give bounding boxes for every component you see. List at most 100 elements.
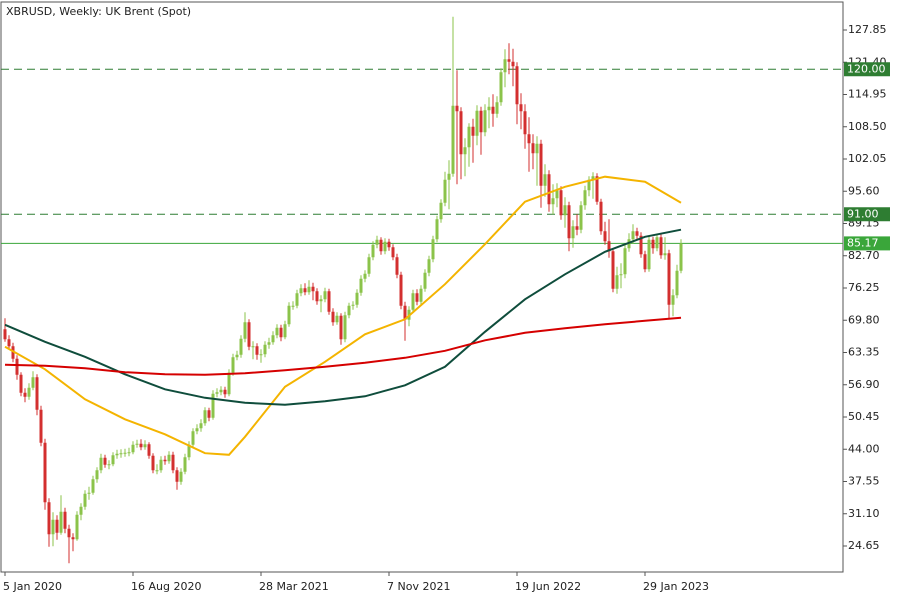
candle-body: [331, 311, 335, 323]
candle-body: [615, 275, 619, 289]
candle-body: [387, 241, 391, 248]
candle-body: [427, 259, 431, 273]
candle-body: [463, 147, 467, 155]
candle-body: [491, 106, 495, 114]
candle-body: [579, 205, 583, 230]
level-label: 91.00: [847, 207, 879, 220]
candle-body: [75, 514, 79, 540]
candle-body: [207, 410, 211, 418]
candle-body: [523, 111, 527, 135]
candle-body: [507, 59, 511, 62]
candle-body: [563, 205, 567, 216]
candle-body: [107, 464, 111, 466]
candle-body: [79, 506, 83, 515]
candle-body: [283, 324, 287, 338]
candle-body: [339, 315, 343, 340]
candle-body: [51, 519, 55, 535]
candle-body: [455, 105, 459, 112]
candle-body: [391, 247, 395, 258]
candle-body: [287, 305, 291, 325]
candle-body: [487, 106, 491, 111]
candle-body: [531, 143, 535, 154]
candle-body: [47, 502, 51, 535]
y-tick-label: 102.05: [848, 152, 887, 165]
candle-body: [303, 288, 307, 293]
candle-body: [307, 286, 311, 293]
candle-body: [619, 274, 623, 276]
candle-body: [403, 305, 407, 320]
candle-body: [351, 304, 355, 306]
candle-body: [83, 493, 87, 507]
candle-body: [667, 253, 671, 305]
candle-body: [467, 126, 471, 148]
candle-body: [363, 273, 367, 279]
candle-body: [267, 342, 271, 345]
candle-body: [3, 329, 7, 340]
candle-body: [543, 174, 547, 186]
candle-body: [159, 459, 163, 471]
candle-body: [335, 315, 339, 323]
candle-body: [495, 102, 499, 114]
y-tick-label: 69.80: [848, 313, 880, 326]
y-tick-label: 108.50: [848, 120, 887, 133]
candle-body: [323, 291, 327, 300]
candle-body: [191, 431, 195, 445]
candle-body: [659, 237, 663, 256]
candle-body: [243, 322, 247, 339]
candle-body: [511, 61, 515, 67]
level-label: 85.17: [847, 236, 879, 249]
candle-body: [555, 190, 559, 199]
candle-body: [451, 105, 455, 174]
y-tick-label: 56.90: [848, 378, 880, 391]
candle-body: [479, 110, 483, 133]
candle-body: [199, 423, 203, 429]
candle-body: [591, 176, 595, 180]
candle-body: [567, 205, 571, 239]
candle-body: [611, 251, 615, 289]
candle-body: [87, 492, 91, 494]
candle-body: [291, 305, 295, 307]
candle-body: [19, 374, 23, 393]
candle-body: [547, 174, 551, 205]
candle-body: [439, 202, 443, 220]
candle-body: [255, 346, 259, 355]
candle-body: [247, 322, 251, 347]
y-tick-label: 95.60: [848, 184, 880, 197]
candle-body: [631, 231, 635, 240]
candle-body: [559, 190, 563, 216]
candle-body: [111, 455, 115, 465]
y-tick-label: 37.55: [848, 475, 880, 488]
candle-body: [575, 226, 579, 230]
candle-body: [295, 293, 299, 306]
candle-body: [299, 288, 303, 294]
candle-body: [447, 173, 451, 180]
moving-average: [4, 175, 682, 456]
candle-body: [95, 470, 99, 480]
candle-body: [239, 338, 243, 355]
level-label-box: [844, 236, 890, 251]
candle-body: [131, 444, 135, 453]
candle-body: [211, 393, 215, 418]
candle-body: [315, 291, 319, 302]
candle-body: [599, 201, 603, 232]
candle-body: [271, 335, 275, 343]
candle-body: [411, 293, 415, 310]
candle-body: [367, 257, 371, 274]
candle-body: [647, 239, 651, 270]
candle-body: [147, 444, 151, 456]
candle-body: [539, 143, 543, 186]
level-label-box: [844, 62, 890, 77]
candle-body: [103, 457, 107, 465]
candle-body: [635, 231, 639, 236]
candle-body: [263, 344, 267, 355]
candle-body: [235, 354, 239, 358]
candle-body: [135, 443, 139, 445]
candle-body: [251, 346, 255, 348]
candle-body: [151, 455, 155, 471]
candle-body: [183, 457, 187, 472]
candle-body: [223, 389, 227, 395]
moving-average: [4, 316, 682, 376]
candle-body: [643, 254, 647, 270]
